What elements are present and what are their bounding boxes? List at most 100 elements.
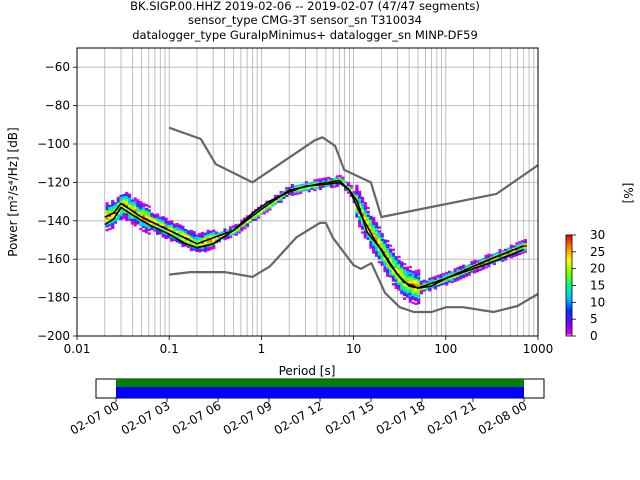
histogram-cell bbox=[189, 231, 193, 234]
histogram-cell bbox=[520, 242, 525, 245]
histogram-cell bbox=[400, 284, 404, 287]
histogram-cell bbox=[240, 225, 244, 228]
histogram-cell bbox=[450, 277, 454, 280]
histogram-cell bbox=[363, 230, 367, 233]
histogram-cell bbox=[459, 275, 463, 278]
histogram-cell bbox=[223, 236, 227, 239]
histogram-cell bbox=[436, 278, 440, 281]
histogram-cell bbox=[144, 215, 149, 218]
histogram-cell bbox=[397, 278, 401, 282]
histogram-cell bbox=[313, 179, 317, 182]
histogram-cell bbox=[363, 234, 367, 237]
histogram-cell bbox=[473, 259, 477, 262]
histogram-cell bbox=[293, 193, 297, 196]
histogram-cell bbox=[391, 256, 396, 259]
histogram-cell bbox=[456, 278, 460, 281]
histogram-cell bbox=[206, 229, 210, 232]
histogram-cell bbox=[383, 266, 387, 269]
histogram-cell bbox=[147, 205, 151, 208]
histogram-cell bbox=[447, 278, 452, 281]
histogram-cell bbox=[147, 211, 151, 214]
histogram-cell bbox=[394, 281, 398, 284]
histogram-cell bbox=[113, 206, 118, 209]
histogram-cell bbox=[167, 236, 171, 239]
histogram-cell bbox=[414, 270, 418, 273]
histogram-cell bbox=[461, 276, 466, 279]
histogram-cell bbox=[144, 229, 149, 232]
histogram-cell bbox=[509, 248, 513, 251]
histogram-cell bbox=[366, 222, 370, 225]
histogram-cell bbox=[377, 257, 381, 260]
histogram-cell bbox=[400, 265, 404, 268]
histogram-cell bbox=[147, 213, 151, 216]
histogram-cell bbox=[518, 252, 522, 256]
histogram-cell bbox=[318, 178, 323, 181]
histogram-cell bbox=[144, 211, 149, 215]
histogram-cell bbox=[386, 268, 390, 272]
histogram-cell bbox=[403, 297, 407, 300]
histogram-cell bbox=[318, 187, 323, 191]
histogram-cell bbox=[113, 202, 118, 205]
histogram-cell bbox=[520, 247, 525, 251]
histogram-cell bbox=[377, 261, 381, 264]
histogram-cell bbox=[411, 270, 415, 274]
histogram-cell bbox=[212, 231, 216, 234]
histogram-cell bbox=[133, 203, 137, 206]
histogram-cell bbox=[299, 189, 303, 193]
y-tick-label: −100 bbox=[37, 137, 70, 151]
histogram-cell bbox=[327, 178, 331, 181]
histogram-cell bbox=[181, 233, 185, 236]
histogram-cell bbox=[172, 235, 177, 238]
histogram-cell bbox=[136, 206, 140, 210]
histogram-cell bbox=[122, 193, 126, 197]
histogram-cell bbox=[119, 210, 123, 213]
histogram-cell bbox=[125, 201, 129, 204]
histogram-cell bbox=[388, 267, 393, 270]
histogram-cell bbox=[450, 271, 454, 274]
histogram-cell bbox=[408, 277, 412, 280]
histogram-cell bbox=[374, 233, 379, 236]
histogram-cell bbox=[394, 265, 398, 268]
histogram-cell bbox=[422, 287, 426, 290]
histogram-cell bbox=[436, 276, 440, 279]
histogram-cell bbox=[456, 276, 460, 279]
histogram-cell bbox=[397, 267, 401, 270]
histogram-cell bbox=[248, 215, 252, 218]
histogram-cell bbox=[217, 240, 221, 243]
histogram-cell bbox=[358, 215, 362, 218]
histogram-cell bbox=[125, 212, 129, 216]
histogram-cell bbox=[172, 227, 177, 230]
histogram-cell bbox=[307, 190, 311, 193]
histogram-cell bbox=[411, 278, 415, 281]
histogram-cell bbox=[189, 248, 193, 252]
histogram-cell bbox=[400, 269, 404, 272]
histogram-cell bbox=[355, 211, 359, 214]
histogram-cell bbox=[141, 210, 146, 213]
histogram-cell bbox=[248, 220, 252, 224]
histogram-cell bbox=[380, 257, 384, 261]
histogram-cell bbox=[130, 199, 134, 202]
histogram-cell bbox=[139, 206, 143, 210]
histogram-cell bbox=[520, 243, 525, 247]
histogram-cell bbox=[254, 210, 258, 214]
histogram-cell bbox=[313, 181, 317, 184]
histogram-cell bbox=[147, 217, 151, 220]
histogram-cell bbox=[192, 244, 196, 247]
histogram-cell bbox=[144, 208, 149, 211]
timeline-tick-label: 02-07 00 bbox=[68, 398, 122, 437]
histogram-cell bbox=[229, 234, 233, 237]
histogram-cell bbox=[206, 241, 210, 244]
histogram-cell bbox=[417, 302, 421, 305]
histogram-cell bbox=[147, 215, 151, 218]
histogram-cell bbox=[366, 218, 370, 221]
histogram-cell bbox=[108, 224, 112, 227]
histogram-cell bbox=[189, 233, 193, 236]
histogram-cell bbox=[203, 248, 207, 251]
histogram-cell bbox=[498, 252, 502, 256]
histogram-cell bbox=[391, 252, 396, 255]
histogram-cell bbox=[366, 237, 370, 240]
histogram-cell bbox=[414, 283, 418, 286]
histogram-cell bbox=[178, 230, 182, 233]
histogram-cell bbox=[296, 190, 300, 193]
histogram-cell bbox=[127, 210, 132, 214]
